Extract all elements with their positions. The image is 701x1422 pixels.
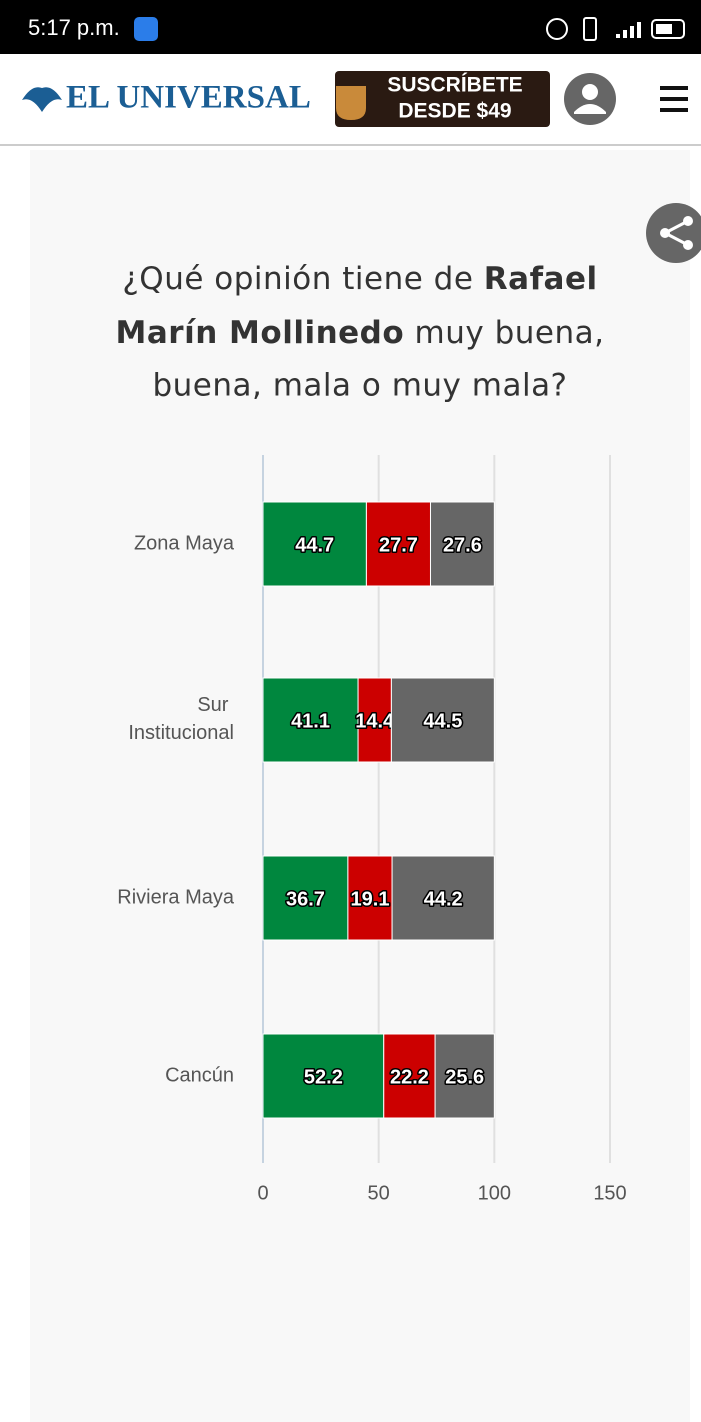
chart-title: Marín Mollinedo muy buena, xyxy=(116,315,605,351)
x-tick-label: 100 xyxy=(478,1182,511,1204)
share-icon xyxy=(683,216,693,226)
data-label: 22.2 xyxy=(390,1066,429,1088)
subscribe-text[interactable]: DESDE $49 xyxy=(398,100,511,123)
status-icon xyxy=(583,17,597,41)
logo-eagle[interactable] xyxy=(22,87,62,112)
share-icon xyxy=(660,228,670,238)
data-label: 27.6 xyxy=(443,534,482,556)
bar-segment xyxy=(262,1033,385,1119)
y-tick-label: Cancún xyxy=(165,1064,234,1086)
bar-segment xyxy=(365,501,431,587)
bar-segment xyxy=(262,677,359,763)
subscribe-button[interactable] xyxy=(335,71,550,127)
status-time: 5:17 p.m. xyxy=(28,15,120,40)
y-tick-label: Zona Maya xyxy=(134,532,235,554)
data-label: 44.2 xyxy=(424,888,463,910)
bar-segment xyxy=(262,501,367,587)
subscribe-text[interactable]: SUSCRÍBETE xyxy=(387,74,522,97)
bar-segment xyxy=(434,1033,495,1119)
bar-segment xyxy=(383,1033,436,1119)
bar-segment xyxy=(262,855,349,941)
label-line: Sur xyxy=(197,694,234,716)
bar-segment xyxy=(390,677,495,763)
battery-level xyxy=(656,24,672,34)
battery-icon xyxy=(651,19,685,39)
data-label: 27.7 xyxy=(379,534,418,556)
menu-button[interactable] xyxy=(660,86,688,112)
y-tick-label: Sur Institucional xyxy=(128,694,234,744)
coffee-icon xyxy=(336,86,366,120)
data-label: 14.4 xyxy=(355,710,395,732)
x-tick-label: 50 xyxy=(368,1182,390,1204)
data-label: 36.7 xyxy=(286,888,325,910)
label-line: Institucional xyxy=(128,722,234,744)
bar-segment xyxy=(391,855,495,941)
data-label: 41.1 xyxy=(291,710,330,732)
data-label: 25.6 xyxy=(445,1066,484,1088)
bar-segment xyxy=(429,501,495,587)
share-icon xyxy=(683,240,693,250)
bar-segment xyxy=(357,677,392,763)
notification-icon xyxy=(134,17,158,41)
title-part: Rafael xyxy=(484,261,598,297)
data-label: 52.2 xyxy=(304,1066,343,1088)
title-part: muy buena, xyxy=(404,315,604,351)
chart-title: buena, mala o muy mala? xyxy=(152,368,567,404)
signal-icon xyxy=(616,22,641,38)
logo[interactable]: EL UNIVERSAL xyxy=(66,80,311,116)
data-label: 44.5 xyxy=(423,710,462,732)
user-icon xyxy=(574,104,606,114)
data-label: 44.7 xyxy=(295,534,334,556)
chart-panel xyxy=(30,150,690,1422)
y-tick-label: Riviera Maya xyxy=(117,886,235,908)
x-tick-label: 150 xyxy=(593,1182,626,1204)
data-label: 19.1 xyxy=(351,888,390,910)
title-part: ¿Qué opinión tiene de xyxy=(122,261,483,297)
status-icon xyxy=(546,18,568,40)
user-icon xyxy=(582,84,598,100)
x-tick-label: 0 xyxy=(257,1182,268,1204)
chart-title: ¿Qué opinión tiene de Rafael xyxy=(122,261,597,297)
title-part: Marín Mollinedo xyxy=(116,315,405,351)
